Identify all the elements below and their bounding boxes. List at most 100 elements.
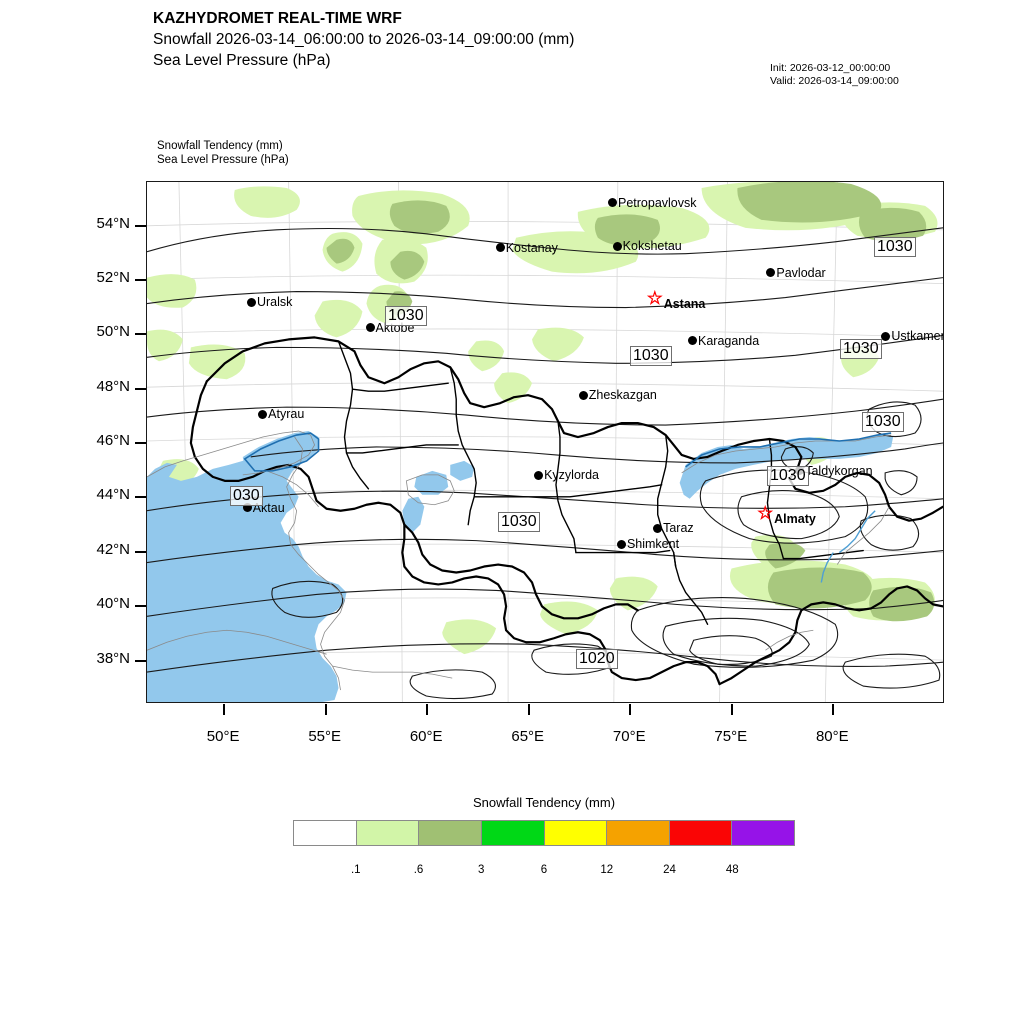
colorbar-tick-label: 3 <box>478 864 485 876</box>
sea-level-pressure-contours <box>147 227 943 700</box>
lon-tick-label: 50°E <box>206 728 240 745</box>
field-legend-snowfall: Snowfall Tendency (mm) <box>157 140 283 152</box>
city-marker-atyrau[interactable]: Atyrau <box>258 407 304 421</box>
colorbar-band-6[interactable] <box>668 821 732 845</box>
lon-tick-label: 70°E <box>612 728 646 745</box>
lat-tick <box>135 496 146 499</box>
isobar-value-label: 1030 <box>498 512 540 532</box>
city-name-label: Kyzylorda <box>544 468 599 483</box>
isobar-value-label: 1030 <box>385 306 427 326</box>
colorbar-tick-label: .6 <box>413 864 424 876</box>
lat-tick <box>135 387 146 390</box>
lon-tick <box>223 704 226 715</box>
isobar-value-label: 1030 <box>840 339 882 359</box>
lat-tick <box>135 605 146 608</box>
city-marker-shimkent[interactable]: Shimkent <box>616 537 679 551</box>
city-dot-icon <box>766 268 776 278</box>
city-marker-karaganda[interactable]: Karaganda <box>688 334 759 348</box>
lat-tick-label: 50°N <box>96 323 130 341</box>
city-marker-taraz[interactable]: Taraz <box>653 521 694 535</box>
city-name-label: Petropavlovsk <box>618 195 697 210</box>
lat-tick-label: 42°N <box>96 540 130 558</box>
city-marker-petropavlovsk[interactable]: Petropavlovsk <box>608 196 697 210</box>
lon-tick-label: 80°E <box>815 728 849 745</box>
lat-tick-label: 48°N <box>96 377 130 395</box>
lat-tick-label: 52°N <box>96 268 130 286</box>
colorbar-band-4[interactable] <box>543 821 607 845</box>
valid-time: Valid: 2026-03-14_09:00:00 <box>770 75 899 87</box>
city-dot-icon <box>616 539 626 549</box>
lon-tick <box>426 704 429 715</box>
lon-tick-label: 75°E <box>714 728 748 745</box>
title-block: KAZHYDROMET REAL-TIME WRF Snowfall 2026-… <box>153 8 574 71</box>
city-dot-icon <box>881 331 891 341</box>
lat-tick-label: 46°N <box>96 432 130 449</box>
isobar-value-label: 1030 <box>874 237 916 257</box>
lat-tick <box>135 659 146 662</box>
city-dot-icon <box>578 390 588 400</box>
colorbar-band-7[interactable] <box>731 821 794 845</box>
lat-tick-label: 54°N <box>96 214 130 232</box>
city-name-label: Kostanay <box>505 240 558 255</box>
lon-tick <box>730 704 733 715</box>
lon-tick <box>832 704 835 715</box>
city-dot-icon <box>534 470 544 480</box>
city-marker-zheskazgan[interactable]: Zheskazgan <box>578 388 657 403</box>
isobar-value-label: 1030 <box>630 346 672 366</box>
lake-balkhash-shore <box>685 432 892 468</box>
city-dot-icon <box>495 243 505 253</box>
city-dot-icon <box>653 523 663 533</box>
isobar-value-label: 1030 <box>862 412 904 432</box>
city-dot-icon <box>688 336 697 346</box>
city-name-label: Taldykorgan <box>805 463 873 478</box>
colorbar-tick-label: 12 <box>600 864 614 876</box>
colorbar-band-0[interactable] <box>294 821 356 845</box>
colorbar-tick-label: 24 <box>663 864 676 876</box>
lat-tick <box>135 333 146 336</box>
weather-map[interactable]: Petropavlovsk Kostanay Kokshetau Pavlodar Ur… <box>146 181 944 703</box>
colorbar-band-3[interactable] <box>480 821 544 845</box>
model-run-stamp: Init: 2026-03-12_00:00:00 Valid: 2026-03… <box>770 62 899 88</box>
lon-tick <box>324 704 327 715</box>
colorbar-tick-label: 48 <box>725 864 739 876</box>
city-marker-kyzylorda[interactable]: Kyzylorda <box>534 468 599 482</box>
colorbar-tick-label: 6 <box>540 864 548 876</box>
city-marker-pavlodar[interactable]: Pavlodar <box>766 265 826 280</box>
city-name-label: Kokshetau <box>622 239 682 254</box>
city-name-label: Pavlodar <box>776 265 826 280</box>
city-marker-almaty[interactable]: ☆ Almaty <box>757 503 816 527</box>
city-marker-uralsk[interactable]: Uralsk <box>246 295 293 310</box>
lon-tick <box>527 704 530 715</box>
city-name-label: Ustkamen <box>891 329 944 344</box>
city-dot-icon <box>242 503 252 513</box>
lat-tick <box>135 278 146 281</box>
lat-tick-label: 44°N <box>96 486 130 504</box>
colorbar-band-2[interactable] <box>418 821 481 845</box>
lat-tick-label: 40°N <box>96 595 130 613</box>
field-legend-pressure: Sea Level Pressure (hPa) <box>157 154 289 166</box>
lat-tick <box>135 442 146 444</box>
city-marker-kokshetau[interactable]: Kokshetau <box>612 239 682 254</box>
colorbar-band-5[interactable] <box>606 821 669 845</box>
colorbar-title: Snowfall Tendency (mm) <box>472 795 616 810</box>
city-name-label: Taraz <box>663 521 694 536</box>
city-dot-icon <box>612 241 622 251</box>
city-marker-kostanay[interactable]: Kostanay <box>495 240 558 255</box>
country-borders <box>189 336 943 686</box>
city-marker-ustkamen[interactable]: Ustkamen <box>881 329 944 344</box>
city-name-label: Uralsk <box>256 295 293 310</box>
city-name-label: Zheskazgan <box>588 388 657 403</box>
map-canvas <box>147 182 943 702</box>
snowfall-band-0.6-3 <box>326 182 935 622</box>
page-title: KAZHYDROMET REAL-TIME WRF <box>153 10 402 27</box>
colorbar-tick-label: .1 <box>350 864 361 876</box>
colorbar-band-1[interactable] <box>355 821 419 845</box>
city-marker-astana[interactable]: ☆ Astana <box>646 287 706 311</box>
caspian-north-shore <box>243 432 320 472</box>
coastline-detail <box>147 430 892 691</box>
city-name-label: Karaganda <box>698 333 760 348</box>
colorbar[interactable] <box>293 820 795 846</box>
title-subline-snowfall: Snowfall 2026-03-14_06:00:00 to 2026-03-… <box>153 31 575 48</box>
title-subline-pressure: Sea Level Pressure (hPa) <box>153 52 331 69</box>
lon-tick-label: 55°E <box>308 728 342 745</box>
